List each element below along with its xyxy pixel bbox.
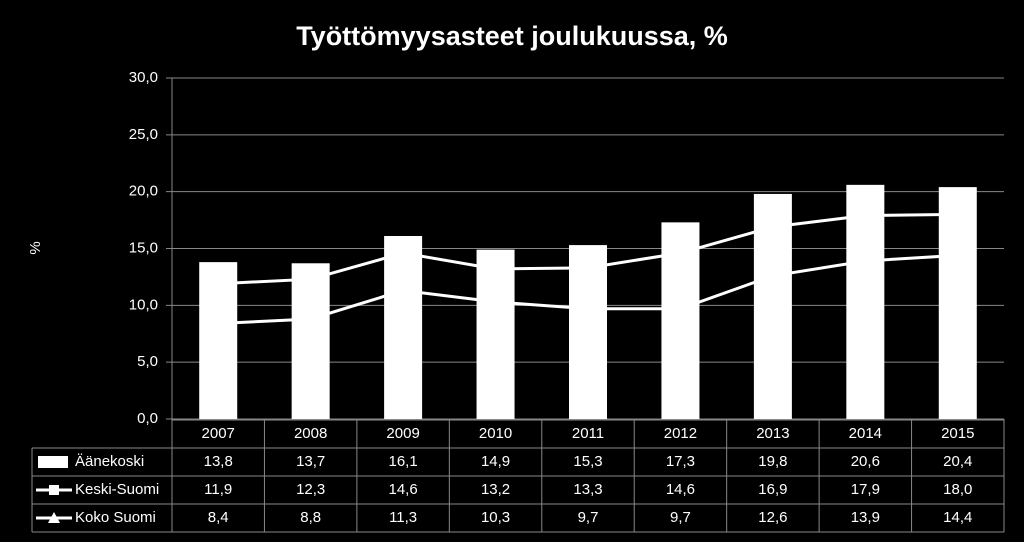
x-tick-label: 2008 [294,425,327,442]
y-tick-label: 0,0 [137,410,158,427]
table-value: 17,3 [666,453,695,470]
table-value: 14,6 [666,481,695,498]
table-value: 12,6 [758,509,787,526]
table-value: 9,7 [578,509,599,526]
y-tick-label: 10,0 [129,296,158,313]
line [218,253,958,326]
table-value: 16,1 [389,453,418,470]
x-tick-label: 2013 [756,425,789,442]
table-value: 9,7 [670,509,691,526]
table-value: 19,8 [758,453,787,470]
y-tick-label: 30,0 [129,69,158,86]
bar [291,263,330,419]
table-value: 14,4 [943,509,972,526]
table-value: 14,6 [389,481,418,498]
x-tick-label: 2010 [479,425,512,442]
table-value: 13,9 [851,509,880,526]
table-value: 14,9 [481,453,510,470]
table-value: 17,9 [851,481,880,498]
x-tick-label: 2009 [386,425,419,442]
table-value: 11,3 [389,509,417,526]
table-value: 12,3 [296,481,325,498]
bar [199,262,238,419]
y-tick-label: 15,0 [129,239,158,256]
y-tick-label: 5,0 [137,353,158,370]
y-tick-label: 20,0 [129,183,158,200]
x-tick-label: 2014 [849,425,882,442]
legend-marker [49,485,59,495]
legend-key [38,456,68,468]
table-value: 18,0 [943,481,972,498]
chart-title: Työttömyysasteet joulukuussa, % [296,21,728,51]
x-tick-label: 2015 [941,425,974,442]
y-tick-label: 25,0 [129,126,158,143]
bar [384,235,423,419]
legend-label: Keski-Suomi [75,481,159,498]
table-value: 20,6 [851,453,880,470]
x-tick-label: 2007 [202,425,235,442]
table-value: 10,3 [481,509,510,526]
table-value: 13,7 [296,453,325,470]
bar [938,187,977,419]
x-tick-label: 2012 [664,425,697,442]
table-value: 15,3 [573,453,602,470]
legend-label: Koko Suomi [75,509,156,526]
table-value: 8,4 [208,509,229,526]
table-value: 13,3 [573,481,602,498]
table-value: 13,8 [204,453,233,470]
table-value: 16,9 [758,481,787,498]
x-tick-label: 2011 [572,425,604,442]
bar [846,184,885,419]
table-value: 20,4 [943,453,972,470]
bar [476,249,515,419]
line [218,212,958,286]
bar [569,245,607,419]
table-value: 8,8 [300,509,321,526]
table-value: 13,2 [481,481,510,498]
legend-marker [48,512,60,523]
y-axis-label: % [27,241,44,254]
legend-label: Äänekoski [75,453,144,470]
table-value: 11,9 [204,481,232,498]
